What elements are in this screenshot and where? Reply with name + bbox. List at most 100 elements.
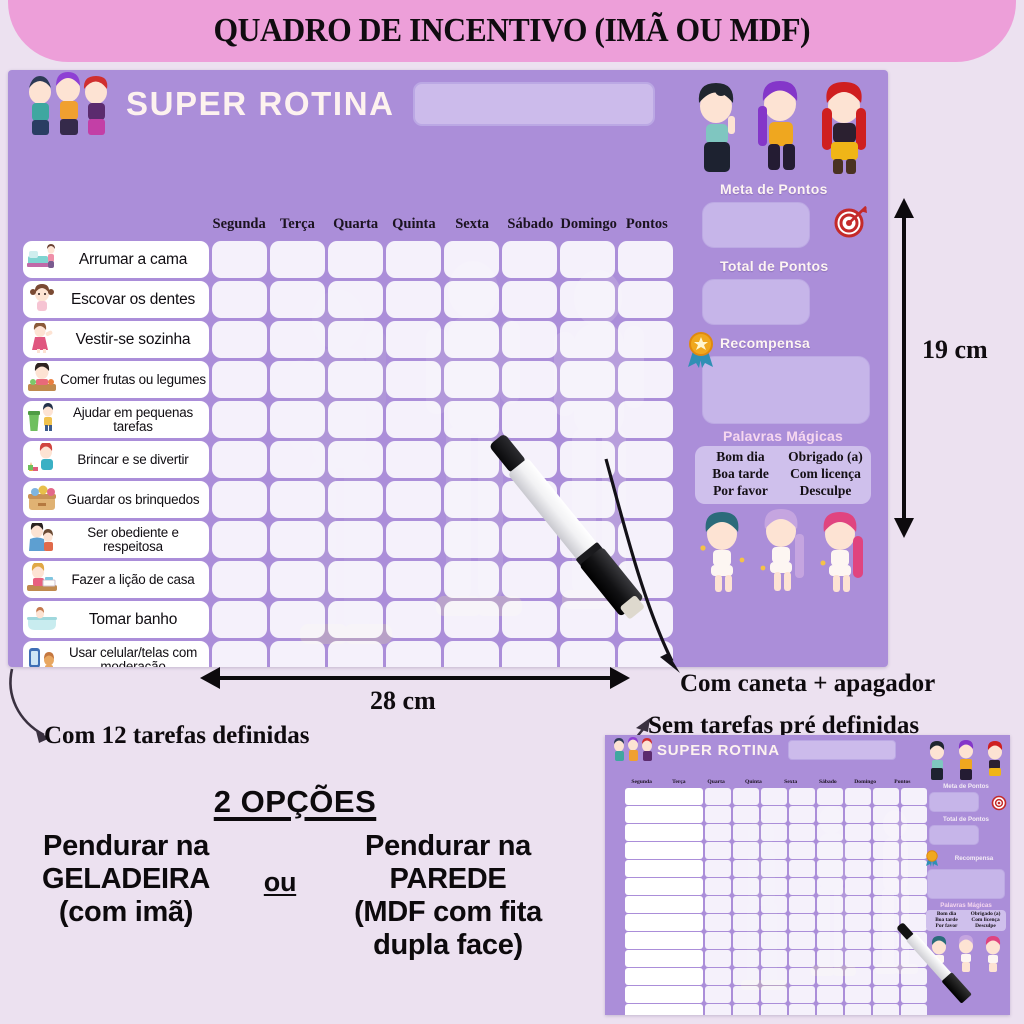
mini-checkbox-cell[interactable] (817, 896, 843, 913)
checkbox-cell[interactable] (270, 321, 325, 358)
mini-checkbox-cell[interactable] (817, 932, 843, 949)
mini-checkbox-cell[interactable] (761, 932, 787, 949)
checkbox-cell[interactable] (502, 561, 557, 598)
checkbox-cell[interactable] (502, 401, 557, 438)
checkbox-cell[interactable] (328, 241, 383, 278)
mini-checkbox-cell[interactable] (789, 896, 815, 913)
mini-checkbox-cell[interactable] (817, 950, 843, 967)
checkbox-cell[interactable] (328, 281, 383, 318)
checkbox-cell[interactable] (502, 361, 557, 398)
checkbox-cell[interactable] (444, 321, 499, 358)
mini-checkbox-cell[interactable] (705, 932, 731, 949)
checkbox-cell[interactable] (618, 361, 673, 398)
mini-checkbox-cell[interactable] (761, 824, 787, 841)
mini-checkbox-cell[interactable] (845, 986, 871, 1003)
mini-goal-box[interactable] (929, 792, 979, 812)
mini-task-cell[interactable] (625, 932, 703, 949)
mini-checkbox-cell[interactable] (817, 842, 843, 859)
mini-task-cell[interactable] (625, 914, 703, 931)
checkbox-cell[interactable] (386, 401, 441, 438)
checkbox-cell[interactable] (270, 561, 325, 598)
checkbox-cell[interactable] (328, 401, 383, 438)
checkbox-cell[interactable] (386, 321, 441, 358)
mini-checkbox-cell[interactable] (901, 788, 927, 805)
checkbox-cell[interactable] (386, 561, 441, 598)
mini-checkbox-cell[interactable] (733, 950, 759, 967)
mini-checkbox-cell[interactable] (761, 1004, 787, 1015)
checkbox-cell[interactable] (386, 441, 441, 478)
mini-checkbox-cell[interactable] (873, 968, 899, 985)
checkbox-cell[interactable] (560, 361, 615, 398)
checkbox-cell[interactable] (212, 641, 267, 667)
checkbox-cell[interactable] (212, 441, 267, 478)
mini-checkbox-cell[interactable] (733, 896, 759, 913)
mini-checkbox-cell[interactable] (733, 860, 759, 877)
mini-task-cell[interactable] (625, 986, 703, 1003)
mini-checkbox-cell[interactable] (705, 968, 731, 985)
checkbox-cell[interactable] (560, 281, 615, 318)
mini-checkbox-cell[interactable] (733, 842, 759, 859)
checkbox-cell[interactable] (444, 481, 499, 518)
mini-checkbox-cell[interactable] (789, 788, 815, 805)
checkbox-cell[interactable] (444, 521, 499, 558)
checkbox-cell[interactable] (618, 321, 673, 358)
mini-checkbox-cell[interactable] (873, 932, 899, 949)
mini-checkbox-cell[interactable] (705, 806, 731, 823)
mini-checkbox-cell[interactable] (761, 842, 787, 859)
checkbox-cell[interactable] (502, 641, 557, 667)
mini-checkbox-cell[interactable] (817, 824, 843, 841)
mini-checkbox-cell[interactable] (733, 878, 759, 895)
mini-task-cell[interactable] (625, 878, 703, 895)
checkbox-cell[interactable] (270, 641, 325, 667)
mini-checkbox-cell[interactable] (789, 860, 815, 877)
mini-checkbox-cell[interactable] (845, 896, 871, 913)
checkbox-cell[interactable] (386, 241, 441, 278)
mini-checkbox-cell[interactable] (845, 914, 871, 931)
checkbox-cell[interactable] (270, 481, 325, 518)
mini-task-cell[interactable] (625, 788, 703, 805)
mini-checkbox-cell[interactable] (845, 932, 871, 949)
mini-checkbox-cell[interactable] (873, 1004, 899, 1015)
mini-checkbox-cell[interactable] (705, 842, 731, 859)
mini-checkbox-cell[interactable] (761, 806, 787, 823)
mini-checkbox-cell[interactable] (873, 986, 899, 1003)
checkbox-cell[interactable] (560, 241, 615, 278)
mini-checkbox-cell[interactable] (901, 1004, 927, 1015)
mini-checkbox-cell[interactable] (705, 986, 731, 1003)
mini-checkbox-cell[interactable] (733, 806, 759, 823)
mini-checkbox-cell[interactable] (873, 896, 899, 913)
mini-checkbox-cell[interactable] (817, 860, 843, 877)
checkbox-cell[interactable] (328, 441, 383, 478)
mini-checkbox-cell[interactable] (761, 968, 787, 985)
mini-task-cell[interactable] (625, 806, 703, 823)
checkbox-cell[interactable] (618, 441, 673, 478)
checkbox-cell[interactable] (444, 401, 499, 438)
mini-checkbox-cell[interactable] (789, 932, 815, 949)
checkbox-cell[interactable] (560, 321, 615, 358)
mini-checkbox-cell[interactable] (761, 986, 787, 1003)
checkbox-cell[interactable] (386, 521, 441, 558)
checkbox-cell[interactable] (270, 441, 325, 478)
checkbox-cell[interactable] (212, 281, 267, 318)
mini-checkbox-cell[interactable] (901, 878, 927, 895)
mini-task-cell[interactable] (625, 950, 703, 967)
checkbox-cell[interactable] (328, 561, 383, 598)
mini-checkbox-cell[interactable] (761, 896, 787, 913)
mini-checkbox-cell[interactable] (873, 914, 899, 931)
mini-checkbox-cell[interactable] (845, 806, 871, 823)
checkbox-cell[interactable] (618, 401, 673, 438)
mini-checkbox-cell[interactable] (789, 914, 815, 931)
checkbox-cell[interactable] (444, 601, 499, 638)
mini-checkbox-cell[interactable] (845, 860, 871, 877)
checkbox-cell[interactable] (618, 241, 673, 278)
mini-checkbox-cell[interactable] (733, 968, 759, 985)
mini-checkbox-cell[interactable] (761, 878, 787, 895)
mini-checkbox-cell[interactable] (901, 968, 927, 985)
mini-total-box[interactable] (929, 825, 979, 845)
goal-value-box[interactable] (702, 202, 810, 248)
mini-checkbox-cell[interactable] (789, 1004, 815, 1015)
checkbox-cell[interactable] (386, 641, 441, 667)
mini-checkbox-cell[interactable] (817, 1004, 843, 1015)
checkbox-cell[interactable] (212, 241, 267, 278)
mini-task-cell[interactable] (625, 1004, 703, 1015)
